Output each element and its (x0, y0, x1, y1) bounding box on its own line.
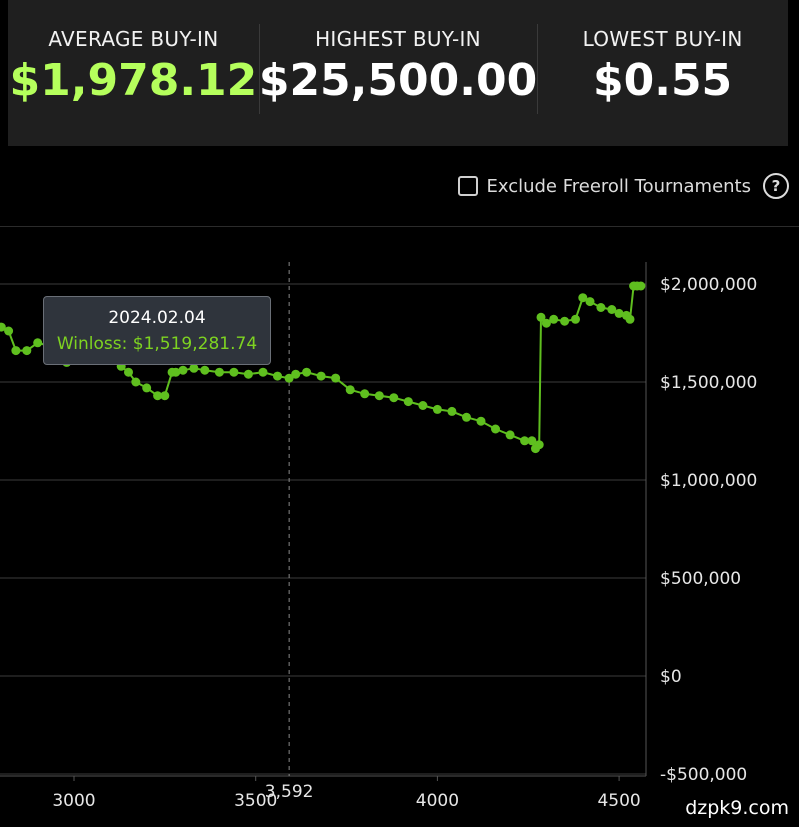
data-point (131, 377, 141, 387)
data-point (536, 312, 546, 322)
data-point (476, 416, 486, 426)
data-point (4, 326, 14, 336)
data-point (258, 367, 268, 377)
data-point (171, 367, 181, 377)
data-point (491, 424, 500, 434)
highest-buy-in-stat: HIGHEST BUY-IN $25,500.00 (258, 0, 538, 146)
y-tick-label: $2,000,000 (660, 275, 757, 295)
data-point (189, 363, 199, 373)
lowest-buy-in-label: LOWEST BUY-IN (582, 27, 743, 51)
watermark-text: dzpk9.com (685, 797, 789, 819)
tooltip-value: Winloss: $1,519,281.74 (56, 334, 258, 354)
x-tick-label: 4500 (597, 791, 640, 811)
data-point (447, 406, 457, 416)
freeroll-filter[interactable]: Exclude Freeroll Tournaments ? (458, 172, 789, 200)
data-point (316, 371, 326, 381)
data-point (432, 404, 442, 414)
data-point (520, 436, 530, 446)
data-point (243, 369, 253, 379)
data-point (200, 365, 210, 375)
tooltip-date: 2024.02.04 (108, 308, 206, 328)
exclude-freeroll-label[interactable]: Exclude Freeroll Tournaments (486, 175, 751, 197)
average-buy-in-label: AVERAGE BUY-IN (48, 27, 219, 51)
data-point (505, 430, 515, 440)
data-point (578, 293, 588, 303)
lowest-buy-in-stat: LOWEST BUY-IN $0.55 (537, 0, 788, 146)
data-point (302, 367, 312, 377)
chart-tooltip: 2024.02.04 Winloss: $1,519,281.74 (43, 296, 271, 365)
data-point (360, 389, 370, 399)
section-divider (0, 226, 799, 227)
data-point (403, 397, 413, 407)
data-point (160, 391, 170, 401)
buy-in-stats-panel: AVERAGE BUY-IN $1,978.12 HIGHEST BUY-IN … (8, 0, 788, 146)
data-point (636, 281, 646, 291)
average-buy-in-stat: AVERAGE BUY-IN $1,978.12 (8, 0, 259, 146)
data-point (291, 369, 301, 379)
x-tick-label: 4000 (416, 791, 459, 811)
y-tick-label: $0 (660, 667, 682, 687)
data-point (534, 440, 544, 450)
data-point (0, 322, 6, 332)
data-point (527, 436, 537, 446)
data-point (331, 373, 341, 383)
lowest-buy-in-value: $0.55 (593, 55, 733, 106)
y-tick-label: $1,000,000 (660, 471, 757, 491)
highest-buy-in-value: $25,500.00 (258, 55, 538, 106)
data-point (229, 367, 239, 377)
data-point (571, 314, 580, 324)
data-point (11, 346, 21, 356)
crosshair-label: 3,592 (265, 782, 314, 802)
data-point (142, 383, 152, 393)
data-point (374, 391, 384, 401)
data-point (273, 371, 282, 381)
y-tick-label: $1,500,000 (660, 373, 757, 393)
question-circle-icon[interactable]: ? (763, 173, 789, 199)
y-tick-label: $500,000 (660, 569, 741, 589)
data-point (560, 316, 570, 326)
data-point (614, 308, 624, 318)
data-point (418, 401, 428, 410)
x-tick-label: 3000 (52, 791, 95, 811)
data-point (178, 365, 188, 375)
data-point (124, 367, 133, 377)
data-point (607, 305, 617, 314)
average-buy-in-value: $1,978.12 (9, 55, 258, 106)
data-point (585, 297, 595, 307)
highest-buy-in-label: HIGHEST BUY-IN (315, 27, 481, 51)
data-point (345, 385, 355, 395)
exclude-freeroll-checkbox[interactable] (458, 176, 479, 196)
data-point (389, 393, 399, 403)
data-point (214, 367, 224, 377)
data-point (462, 412, 471, 422)
data-point (596, 303, 606, 312)
data-point (549, 314, 559, 324)
data-point (153, 391, 163, 401)
data-point (22, 346, 32, 356)
data-point (33, 338, 43, 348)
x-tick-label: 3500 (234, 791, 277, 811)
data-point (284, 373, 294, 383)
data-point (625, 314, 635, 324)
y-tick-label: -$500,000 (660, 765, 747, 785)
data-point (541, 318, 551, 328)
